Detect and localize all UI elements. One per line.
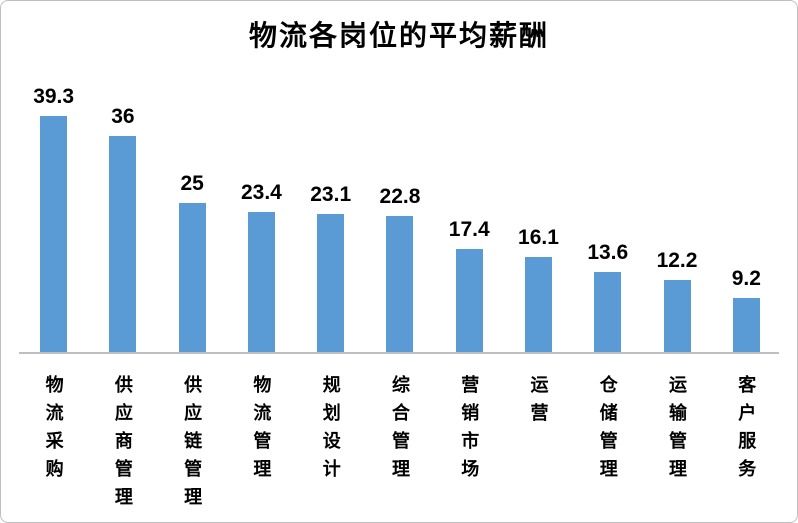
bar-value-label: 16.1 <box>518 226 559 249</box>
bar <box>594 272 622 354</box>
bar <box>178 203 206 354</box>
bar <box>663 280 691 354</box>
category-label: 供应商管理 <box>112 375 133 515</box>
bar <box>109 136 137 354</box>
bar <box>455 249 483 354</box>
bar-column: 13.6 <box>573 82 642 354</box>
category-cell: 综合管理 <box>365 375 434 487</box>
category-label: 客户服务 <box>736 375 757 487</box>
bar-column: 39.3 <box>19 82 88 354</box>
chart-title: 物流各岗位的平均薪酬 <box>248 20 549 51</box>
bar-column: 16.1 <box>504 82 573 354</box>
category-cell: 客户服务 <box>712 375 781 487</box>
bar-column: 9.2 <box>712 82 781 354</box>
bar-value-label: 12.2 <box>656 249 698 272</box>
category-label: 规划设计 <box>320 375 341 487</box>
category-label: 供应链管理 <box>182 375 203 515</box>
bar-value-label: 9.2 <box>731 267 761 290</box>
category-label: 综合管理 <box>389 375 410 487</box>
category-cell: 规划设计 <box>296 375 365 487</box>
bar <box>247 212 275 354</box>
bar-value-label: 23.4 <box>240 181 282 204</box>
bar-column: 17.4 <box>435 82 504 354</box>
bar-column: 23.4 <box>227 82 296 354</box>
bar-column: 25 <box>158 82 227 354</box>
category-cell: 运营 <box>504 375 573 431</box>
plot-area: 39.3 36 25 23.4 23.1 22.8 17.4 16.1 13.6… <box>19 82 781 354</box>
category-cell: 营销市场 <box>435 375 504 487</box>
bar <box>524 257 552 354</box>
category-label: 仓储管理 <box>597 375 618 487</box>
bar-column: 23.1 <box>296 82 365 354</box>
category-labels: 物流采购 供应商管理 供应链管理 物流管理 规划设计 综合管理 营销市场 运营 … <box>19 375 781 515</box>
bar-value-label: 13.6 <box>587 241 629 264</box>
bar <box>317 214 345 354</box>
bar <box>386 216 414 354</box>
category-label: 物流管理 <box>251 375 272 487</box>
category-cell: 运输管理 <box>642 375 711 487</box>
category-cell: 供应商管理 <box>88 375 157 515</box>
bar-value-label: 36 <box>111 105 135 128</box>
bar-value-label: 23.1 <box>310 183 352 206</box>
category-label: 运营 <box>528 375 549 431</box>
bar-column: 12.2 <box>642 82 711 354</box>
bar-value-label: 39.3 <box>33 85 75 108</box>
bar <box>732 298 760 354</box>
bar-value-label: 25 <box>180 172 204 195</box>
category-label: 运输管理 <box>667 375 688 487</box>
category-cell: 物流管理 <box>227 375 296 487</box>
x-axis-line <box>19 352 779 354</box>
bar-column: 36 <box>88 82 157 354</box>
category-cell: 供应链管理 <box>158 375 227 515</box>
category-cell: 物流采购 <box>19 375 88 487</box>
bar-value-label: 17.4 <box>448 218 490 241</box>
bar-value-label: 22.8 <box>379 185 421 208</box>
category-label: 物流采购 <box>43 375 64 487</box>
bar <box>40 116 68 354</box>
bar-column: 22.8 <box>365 82 434 354</box>
category-label: 营销市场 <box>459 375 480 487</box>
category-cell: 仓储管理 <box>573 375 642 487</box>
